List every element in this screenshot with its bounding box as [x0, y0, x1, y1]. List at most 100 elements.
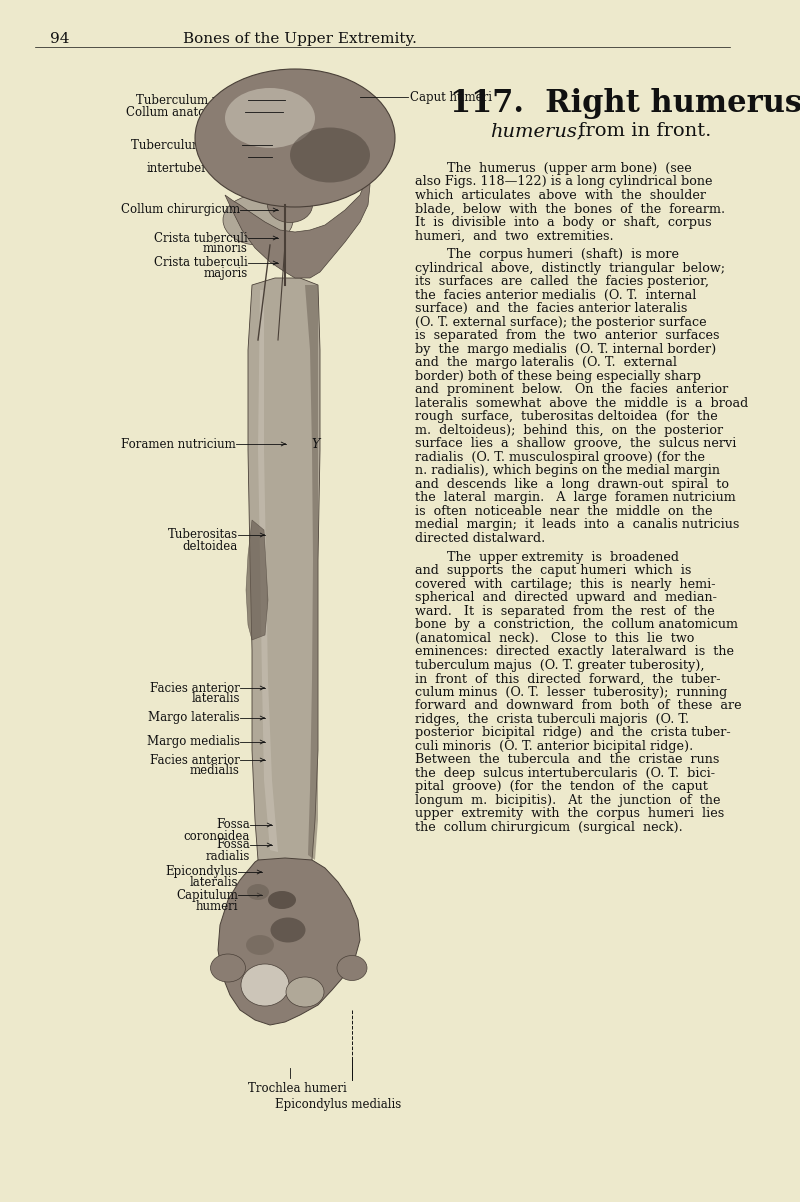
Text: The  corpus humeri  (shaft)  is more: The corpus humeri (shaft) is more [415, 249, 679, 261]
Text: and  prominent  below.   On  the  facies  anterior: and prominent below. On the facies anter… [415, 383, 728, 397]
Text: covered  with  cartilage;  this  is  nearly  hemi-: covered with cartilage; this is nearly h… [415, 578, 715, 591]
Polygon shape [248, 278, 320, 870]
Ellipse shape [247, 883, 269, 900]
Polygon shape [258, 290, 278, 852]
Text: 94: 94 [50, 32, 70, 46]
Text: directed distalward.: directed distalward. [415, 532, 546, 545]
Polygon shape [246, 520, 268, 639]
Ellipse shape [337, 956, 367, 981]
Text: lateralis: lateralis [190, 876, 238, 889]
Ellipse shape [210, 954, 246, 982]
Text: is  separated  from  the  two  anterior  surfaces: is separated from the two anterior surfa… [415, 329, 719, 343]
Text: posterior  bicipital  ridge)  and  the  crista tuber-: posterior bicipital ridge) and the crist… [415, 726, 730, 739]
Text: border) both of these being especially sharp: border) both of these being especially s… [415, 370, 701, 383]
Text: It  is  divisible  into  a  body  or  shaft,  corpus: It is divisible into a body or shaft, co… [415, 216, 712, 230]
Text: (anatomical  neck).   Close  to  this  lie  two: (anatomical neck). Close to this lie two [415, 632, 694, 644]
Text: minoris: minoris [203, 243, 248, 256]
Text: Tuberculum majus: Tuberculum majus [131, 138, 242, 151]
Text: n. radialis), which begins on the medial margin: n. radialis), which begins on the medial… [415, 464, 720, 477]
Ellipse shape [246, 935, 274, 956]
Text: which  articulates  above  with  the  shoulder: which articulates above with the shoulde… [415, 189, 706, 202]
Text: bone  by  a  constriction,  the  collum anatomicum: bone by a constriction, the collum anato… [415, 618, 738, 631]
Text: (O. T. external surface); the posterior surface: (O. T. external surface); the posterior … [415, 316, 706, 329]
Text: Epicondylus medialis: Epicondylus medialis [275, 1097, 402, 1111]
Text: Tuberculum minus: Tuberculum minus [136, 94, 248, 107]
Ellipse shape [241, 964, 289, 1006]
Text: is  often  noticeable  near  the  middle  on  the: is often noticeable near the middle on t… [415, 505, 713, 518]
Text: Between  the  tubercula  and  the  cristae  runs: Between the tubercula and the cristae ru… [415, 754, 719, 767]
Text: the  collum chirurgicum  (surgical  neck).: the collum chirurgicum (surgical neck). [415, 821, 682, 834]
Text: upper  extremity  with  the  corpus  humeri  lies: upper extremity with the corpus humeri l… [415, 808, 724, 820]
Text: its  surfaces  are  called  the  facies posterior,: its surfaces are called the facies poste… [415, 275, 709, 288]
Text: pital  groove)  (for  the  tendon  of  the  caput: pital groove) (for the tendon of the cap… [415, 780, 708, 793]
Text: cylindrical  above,  distinctly  triangular  below;: cylindrical above, distinctly triangular… [415, 262, 725, 275]
Ellipse shape [286, 977, 324, 1007]
Text: Crista tuberculi: Crista tuberculi [154, 256, 248, 269]
Text: radialis: radialis [206, 850, 250, 863]
Ellipse shape [223, 195, 293, 245]
Text: deltoidea: deltoidea [182, 540, 238, 553]
Ellipse shape [268, 891, 296, 909]
Text: surface  lies  a  shallow  groove,  the  sulcus nervi: surface lies a shallow groove, the sulcu… [415, 438, 736, 451]
Text: intertubercularis: intertubercularis [147, 161, 248, 174]
Text: The  upper extremity  is  broadened: The upper extremity is broadened [415, 551, 679, 564]
Text: and  supports  the  caput humeri  which  is: and supports the caput humeri which is [415, 564, 691, 577]
Text: humeri,  and  two  extremities.: humeri, and two extremities. [415, 230, 614, 243]
Text: longum  m.  bicipitis).   At  the  junction  of  the: longum m. bicipitis). At the junction of… [415, 793, 721, 807]
Polygon shape [225, 175, 370, 278]
Text: and  descends  like  a  long  drawn-out  spiral  to: and descends like a long drawn-out spira… [415, 478, 729, 490]
Text: Collum chirurgicum: Collum chirurgicum [121, 203, 240, 216]
Text: ridges,  the  crista tuberculi majoris  (O. T.: ridges, the crista tuberculi majoris (O.… [415, 713, 689, 726]
Ellipse shape [270, 917, 306, 942]
Text: Sulcus: Sulcus [209, 150, 248, 163]
Text: Bones of the Upper Extremity.: Bones of the Upper Extremity. [183, 32, 417, 46]
Text: Crista tuberculi: Crista tuberculi [154, 232, 248, 244]
Text: Facies anterior: Facies anterior [150, 682, 240, 695]
Text: medial  margin;  it  leads  into  a  canalis nutricius: medial margin; it leads into a canalis n… [415, 518, 739, 531]
Text: radialis  (O. T. musculospiral groove) (for the: radialis (O. T. musculospiral groove) (f… [415, 451, 705, 464]
Text: Epicondylus: Epicondylus [166, 865, 238, 879]
Text: Foramen nutricium: Foramen nutricium [122, 438, 236, 451]
Text: humeri: humeri [195, 899, 238, 912]
Text: coronoidea: coronoidea [184, 829, 250, 843]
Text: Collum anatomicum: Collum anatomicum [126, 106, 245, 119]
Text: Tuberositas: Tuberositas [168, 529, 238, 541]
Text: Trochlea humeri: Trochlea humeri [248, 1082, 346, 1095]
Polygon shape [305, 285, 318, 859]
Text: in  front  of  this  directed  forward,  the  tuber-: in front of this directed forward, the t… [415, 672, 721, 685]
Ellipse shape [290, 127, 370, 183]
Text: humerus,: humerus, [490, 121, 583, 139]
Text: the  deep  sulcus intertubercularis  (O. T.  bici-: the deep sulcus intertubercularis (O. T.… [415, 767, 715, 780]
Text: rough  surface,  tuberositas deltoidea  (for  the: rough surface, tuberositas deltoidea (fo… [415, 410, 718, 423]
Text: also Figs. 118—122) is a long cylindrical bone: also Figs. 118—122) is a long cylindrica… [415, 175, 713, 189]
Text: and  the  margo lateralis  (O. T.  external: and the margo lateralis (O. T. external [415, 357, 677, 369]
Text: from in front.: from in front. [572, 121, 711, 139]
Polygon shape [218, 858, 360, 1025]
Text: Caput humeri: Caput humeri [410, 90, 492, 103]
Text: spherical  and  directed  upward  and  median-: spherical and directed upward and median… [415, 591, 717, 605]
Text: majoris: majoris [204, 268, 248, 280]
Text: medialis: medialis [190, 764, 240, 778]
Text: ward.   It  is  separated  from  the  rest  of  the: ward. It is separated from the rest of t… [415, 605, 714, 618]
Text: lateralis: lateralis [191, 692, 240, 706]
Text: Margo medialis: Margo medialis [147, 736, 240, 749]
Text: by  the  margo medialis  (O. T. internal border): by the margo medialis (O. T. internal bo… [415, 343, 716, 356]
Ellipse shape [195, 69, 395, 207]
Ellipse shape [267, 188, 313, 222]
Text: Fossa: Fossa [216, 839, 250, 851]
Text: 117.  Right humerus,: 117. Right humerus, [450, 88, 800, 119]
Text: Fossa: Fossa [216, 819, 250, 832]
Text: Facies anterior: Facies anterior [150, 754, 240, 767]
Text: Capitulum: Capitulum [176, 888, 238, 902]
Text: Y: Y [312, 438, 320, 451]
Text: culum minus  (O. T.  lesser  tuberosity);  running: culum minus (O. T. lesser tuberosity); r… [415, 686, 727, 698]
Text: lateralis  somewhat  above  the  middle  is  a  broad: lateralis somewhat above the middle is a… [415, 397, 748, 410]
Text: surface)  and  the  facies anterior lateralis: surface) and the facies anterior lateral… [415, 303, 687, 315]
Text: the  lateral  margin.   A  large  foramen nutricium: the lateral margin. A large foramen nutr… [415, 492, 736, 505]
Text: blade,  below  with  the  bones  of  the  forearm.: blade, below with the bones of the forea… [415, 202, 725, 215]
Text: The  humerus  (upper arm bone)  (see: The humerus (upper arm bone) (see [415, 162, 692, 175]
Text: culi minoris  (O. T. anterior bicipital ridge).: culi minoris (O. T. anterior bicipital r… [415, 739, 694, 752]
Text: tuberculum majus  (O. T. greater tuberosity),: tuberculum majus (O. T. greater tuberosi… [415, 659, 705, 672]
Text: forward  and  downward  from  both  of  these  are: forward and downward from both of these … [415, 700, 742, 713]
Ellipse shape [225, 88, 315, 148]
